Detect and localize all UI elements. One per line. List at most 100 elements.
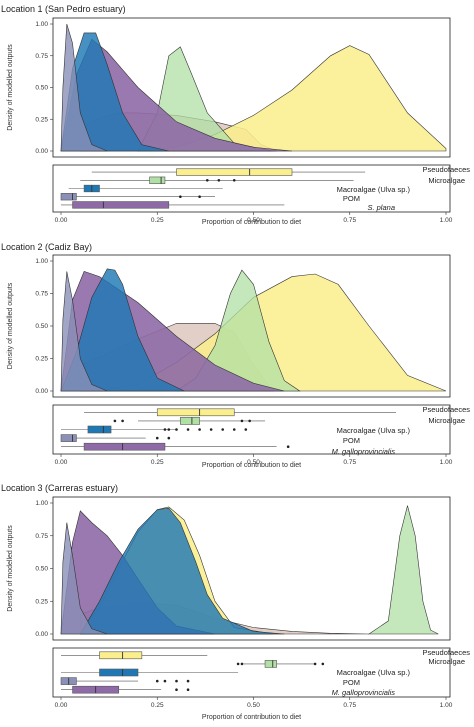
box-outlier	[186, 428, 190, 431]
box-outlier	[232, 428, 236, 431]
box-outlier	[232, 179, 236, 182]
x-tick-label: 0.00	[55, 459, 68, 466]
box-m-galloprovincialis	[83, 442, 166, 451]
x-axis-label: Proportion of contribution to diet	[202, 714, 301, 721]
box-outlier	[244, 428, 248, 431]
box-outlier	[209, 428, 213, 431]
density-pom	[60, 522, 108, 635]
x-tick-label: 0.50	[247, 217, 260, 224]
y-tick-label: 0.75	[35, 291, 48, 298]
box-pseudofaeces	[99, 651, 143, 660]
box-outlier	[248, 419, 251, 423]
legend-label-macroalgae-ulva-sp: Macroalgae (Ulva sp.)	[337, 668, 411, 677]
x-axis-label: Proportion of contribution to diet	[202, 462, 301, 469]
y-tick-label: 0.50	[35, 85, 48, 92]
box-outlier	[236, 662, 240, 666]
box-macroalgae-ulva-sp	[99, 668, 139, 677]
legend-label-m-galloprovincialis: M. galloprovincialis	[332, 688, 396, 697]
legend-label-macroalgae-ulva-sp: Macroalgae (Ulva sp.)	[337, 185, 411, 194]
legend-label-microalgae: Microalgae	[428, 416, 465, 425]
box-outlier	[186, 679, 190, 683]
box-microalgae	[180, 417, 200, 425]
x-tick-label: 0.50	[247, 702, 260, 709]
box-outlier	[206, 179, 209, 182]
box-outlier	[321, 662, 325, 666]
y-tick-label: 1.00	[35, 21, 48, 28]
y-tick-label: 0.00	[35, 388, 48, 395]
box-outlier	[240, 662, 244, 666]
box-outlier	[163, 428, 167, 431]
x-tick-label: 0.25	[151, 217, 164, 224]
x-axis-label: Proportion of contribution to diet	[202, 219, 301, 226]
y-tick-label: 0.75	[35, 533, 48, 540]
box-microalgae	[264, 660, 277, 668]
panel-title: Location 3 (Carreras estuary)	[1, 483, 118, 493]
legend-label-m-galloprovincialis: M. galloprovincialis	[332, 447, 396, 456]
x-tick-label: 1.00	[440, 459, 453, 466]
legend-label-pom: POM	[343, 678, 360, 687]
box-outlier	[175, 428, 178, 431]
box-outlier	[167, 428, 171, 431]
y-tick-label: 0.25	[35, 116, 48, 123]
y-tick-label: 0.75	[35, 53, 48, 60]
box-outlier	[240, 419, 244, 423]
x-tick-label: 0.75	[343, 217, 356, 224]
box-pseudofaeces	[176, 168, 293, 176]
panel-2: Location 2 (Cadiz Bay) Density of modelle…	[1, 242, 470, 469]
density-pom	[60, 23, 108, 152]
box-outlier	[155, 436, 159, 440]
box-outlier	[175, 679, 178, 683]
x-tick-label: 0.75	[343, 459, 356, 466]
x-tick-label: 0.50	[247, 459, 260, 466]
box-outlier	[175, 688, 178, 691]
x-tick-label: 0.25	[151, 459, 164, 466]
x-tick-label: 0.25	[151, 702, 164, 709]
density-macroalgae-ulva-sp	[79, 507, 285, 635]
box-outlier	[113, 419, 117, 423]
density-microalgae	[368, 505, 439, 635]
box-outlier	[186, 688, 190, 691]
panel-title: Location 2 (Cadiz Bay)	[1, 242, 92, 252]
panel-3: Location 3 (Carreras estuary) Density of …	[1, 483, 470, 721]
box-s-plana	[72, 201, 170, 209]
boxplot-frame	[52, 404, 451, 455]
density-pom	[60, 271, 108, 392]
y-tick-label: 0.25	[35, 598, 48, 605]
legend-label-pseudofaeces: Pseudofaeces	[422, 165, 470, 174]
density-macroalgae-ulva-sp	[60, 268, 185, 392]
y-tick-label: 0.50	[35, 566, 48, 573]
box-outlier	[217, 179, 221, 182]
boxplot-frame	[52, 164, 451, 213]
y-tick-label: 0.25	[35, 356, 48, 363]
box-pseudofaeces	[156, 408, 235, 417]
y-axis-label: Density of modelled outputs	[7, 44, 14, 131]
y-tick-label: 0.50	[35, 323, 48, 330]
box-outlier	[179, 195, 182, 198]
legend-label-pom: POM	[343, 436, 360, 445]
legend-label-macroalgae-ulva-sp: Macroalgae (Ulva sp.)	[337, 426, 411, 435]
y-tick-label: 0.00	[35, 148, 48, 155]
box-macroalgae-ulva-sp	[87, 425, 112, 434]
x-tick-label: 1.00	[440, 217, 453, 224]
box-outlier	[163, 679, 167, 683]
density-macroalgae-ulva-sp	[60, 32, 169, 152]
box-outlier	[198, 195, 201, 198]
legend-label-pseudofaeces: Pseudofaeces	[422, 648, 470, 657]
legend-label-pom: POM	[343, 194, 360, 203]
box-outlier	[167, 436, 171, 440]
legend-label-microalgae: Microalgae	[428, 176, 465, 185]
x-tick-label: 0.00	[55, 702, 68, 709]
box-outlier	[221, 428, 224, 431]
box-outlier	[286, 445, 290, 449]
x-tick-label: 0.75	[343, 702, 356, 709]
box-outlier	[198, 428, 201, 431]
box-microalgae	[149, 176, 166, 184]
x-tick-label: 1.00	[440, 702, 453, 709]
legend-label-microalgae: Microalgae	[428, 657, 465, 666]
box-outlier	[121, 419, 124, 423]
box-outlier	[313, 662, 317, 666]
box-pom	[60, 193, 77, 201]
y-axis-label: Density of modelled outputs	[7, 282, 14, 369]
y-tick-label: 0.00	[35, 631, 48, 638]
